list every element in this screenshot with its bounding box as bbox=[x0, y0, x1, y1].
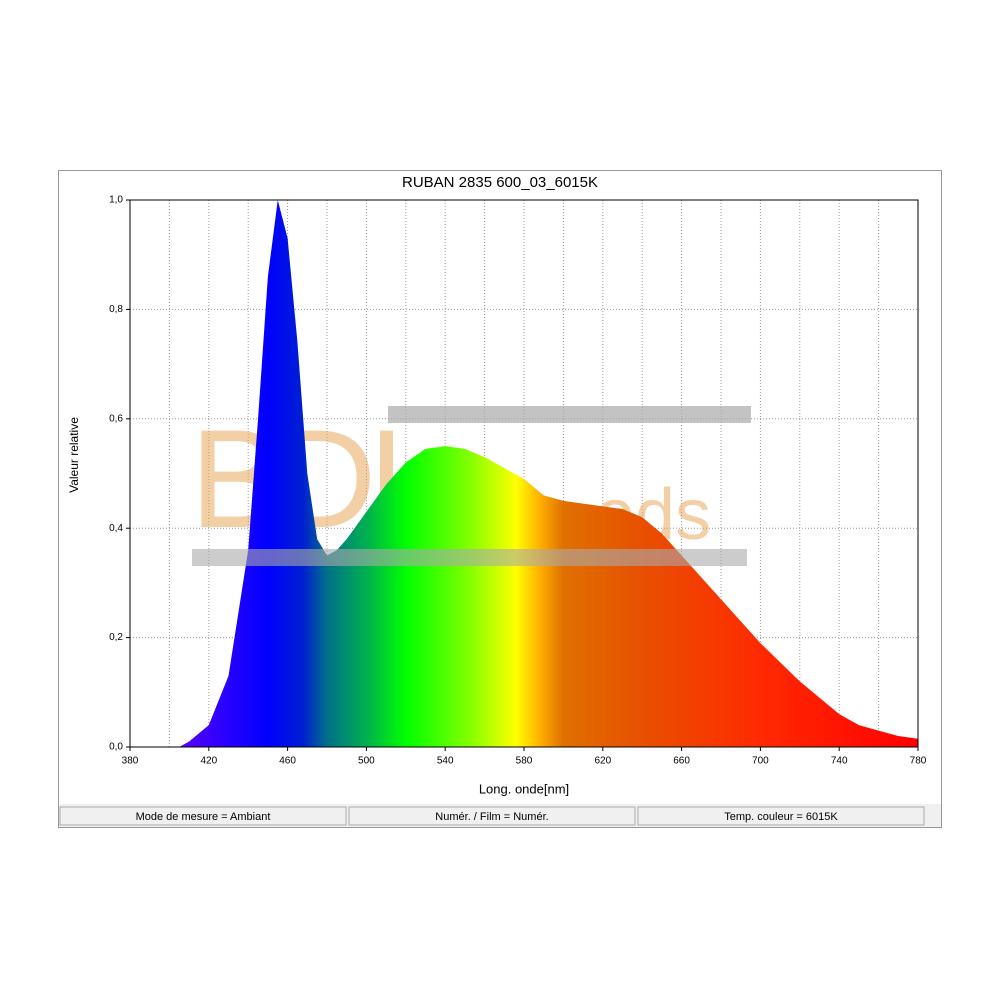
x-tick-label: 500 bbox=[358, 756, 375, 767]
x-tick-label: 660 bbox=[673, 756, 690, 767]
x-tick-label: 380 bbox=[122, 756, 139, 767]
x-tick-label: 460 bbox=[279, 756, 296, 767]
status-cell bbox=[637, 806, 925, 826]
x-tick-label: 620 bbox=[594, 756, 611, 767]
status-cell bbox=[348, 806, 636, 826]
y-tick-label: 0,4 bbox=[109, 523, 123, 534]
x-tick-label: 420 bbox=[200, 756, 217, 767]
x-tick-label: 780 bbox=[910, 756, 927, 767]
status-cells: Mode de mesure = Ambiant Numér. / Film = … bbox=[59, 806, 925, 826]
x-axis-label: Long. onde[nm] bbox=[479, 781, 569, 796]
x-tick-label: 700 bbox=[752, 756, 769, 767]
y-axis-label: Valeur relative bbox=[67, 417, 81, 493]
watermark-bar bbox=[388, 406, 751, 423]
x-tick-label: 580 bbox=[516, 756, 533, 767]
status-text: Mode de mesure = Ambiant bbox=[136, 811, 271, 823]
spectrum-area bbox=[169, 200, 918, 747]
x-tick-label: 740 bbox=[831, 756, 848, 767]
plot-border bbox=[129, 199, 919, 748]
y-tick-label: 0,0 bbox=[109, 742, 123, 753]
status-text: Numér. / Film = Numér. bbox=[435, 811, 548, 823]
y-tick-label: 0,8 bbox=[109, 304, 123, 315]
status-text: Temp. couleur = 6015K bbox=[724, 811, 838, 823]
y-tick-label: 0,2 bbox=[109, 632, 123, 643]
watermark-bar bbox=[192, 549, 747, 566]
status-cell bbox=[59, 806, 347, 826]
y-tick-label: 1,0 bbox=[109, 195, 123, 206]
chart-title: RUBAN 2835 600_03_6015K bbox=[402, 174, 598, 191]
x-tick-label: 540 bbox=[437, 756, 454, 767]
y-tick-label: 0,6 bbox=[109, 413, 123, 424]
plot: 380 420 460 500 540 580 620 660 700 740 780 0,0 0,2 0… bbox=[109, 195, 927, 767]
